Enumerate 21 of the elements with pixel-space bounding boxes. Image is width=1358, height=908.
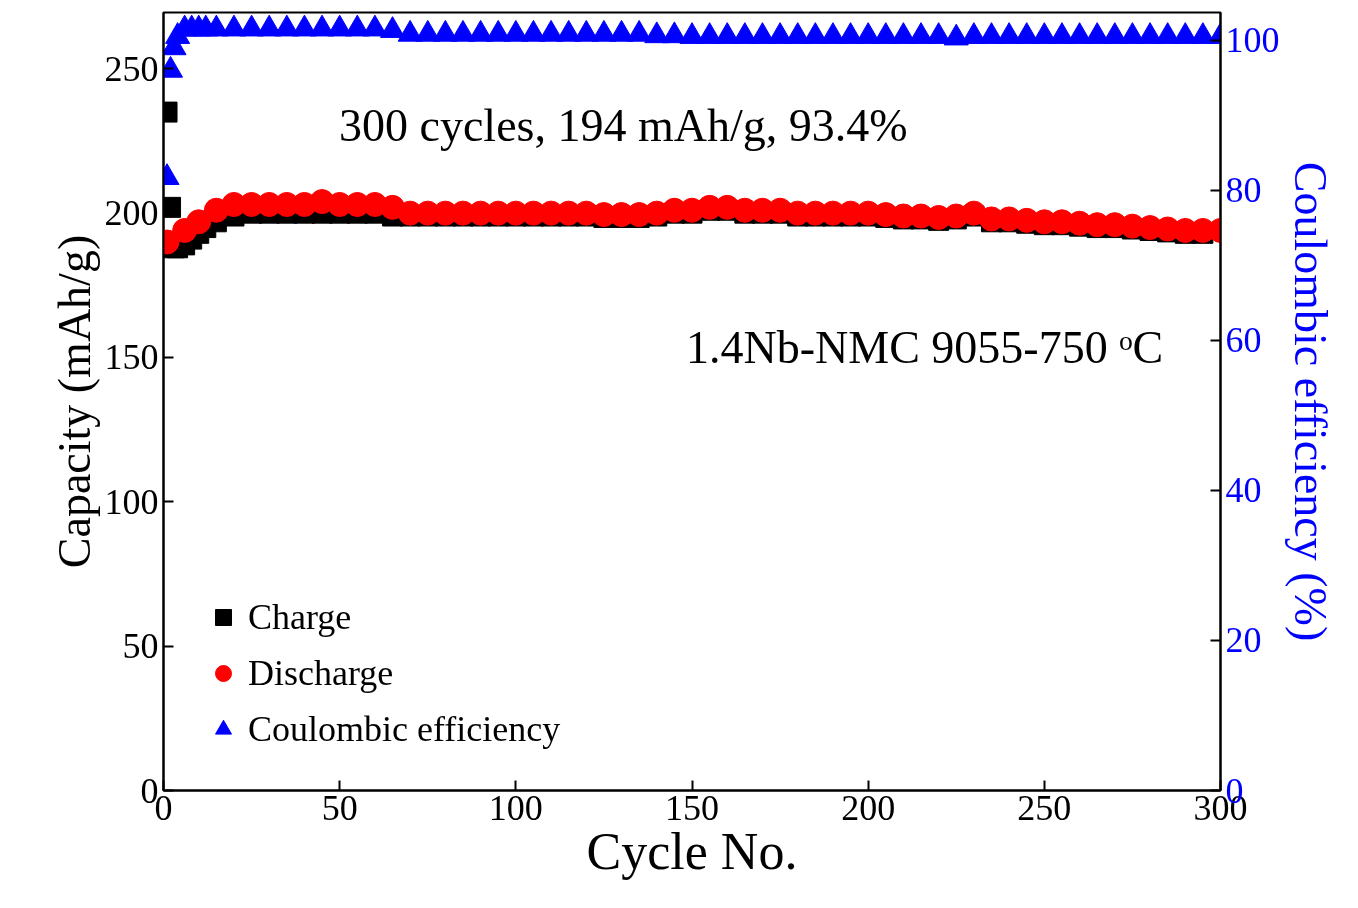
x-tick-label: 200	[841, 787, 896, 828]
legend-label: Coulombic efficiency	[248, 708, 561, 750]
y2-axis-title: Coulombic efficiency (%)	[1284, 161, 1336, 642]
y2-tick-label: 100	[1225, 20, 1280, 61]
x-tick-label: 250	[1017, 787, 1072, 828]
x-tick-label: 50	[321, 787, 358, 828]
y-axis-title: Capacity (mAh/g)	[48, 234, 100, 569]
y-tick-label: 250	[104, 48, 159, 89]
y-tick-label: 150	[104, 337, 159, 378]
x-tick-label: 100	[488, 787, 543, 828]
y-tick-label: 100	[104, 481, 159, 522]
legend-label: Discharge	[248, 652, 394, 694]
y-tick-label: 50	[122, 626, 159, 667]
annotation: 300 cycles, 194 mAh/g, 93.4%	[339, 99, 908, 151]
y2-tick-label: 60	[1225, 320, 1262, 361]
y2-tick-label: 40	[1225, 470, 1262, 511]
y2-tick-label: 80	[1225, 170, 1262, 211]
y-tick-label: 200	[104, 193, 159, 234]
legend-label: Charge	[248, 596, 352, 638]
y2-tick-label: 20	[1225, 620, 1262, 661]
annotation: 1.4Nb-NMC 9055-750 ᵒC	[685, 321, 1164, 373]
